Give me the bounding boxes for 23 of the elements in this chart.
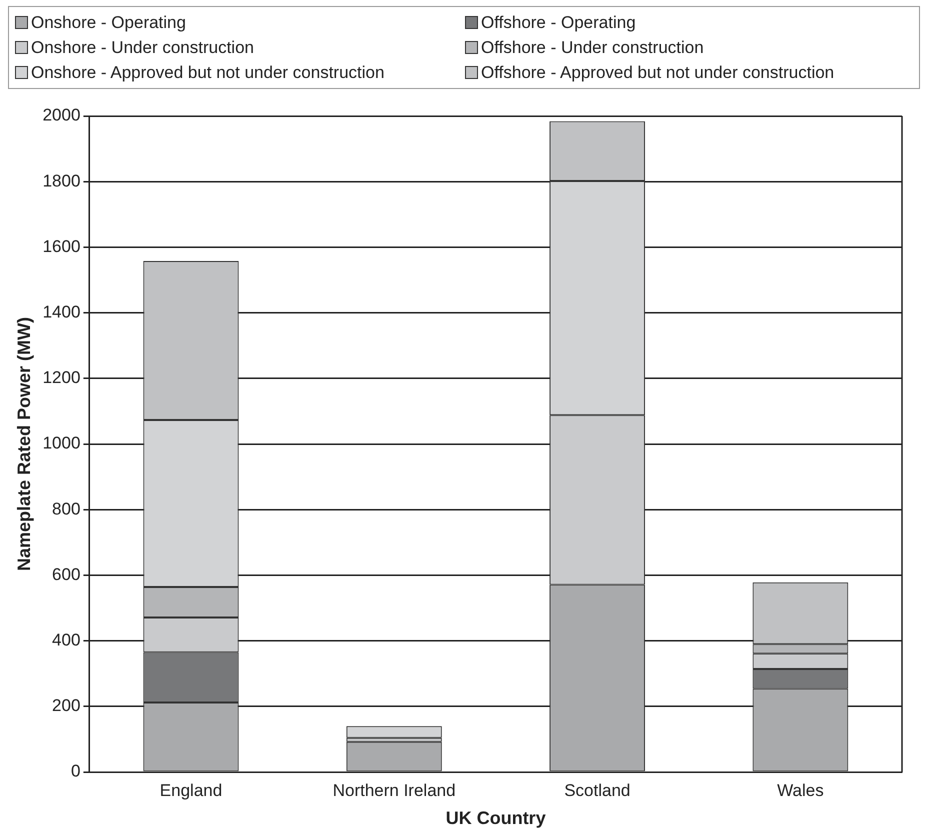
y-tick-label: 0 bbox=[70, 762, 80, 781]
y-axis-title: Nameplate Rated Power (MW) bbox=[14, 316, 34, 572]
y-tick-label: 2000 bbox=[42, 106, 80, 125]
y-tick-label: 400 bbox=[52, 630, 80, 650]
legend-label: Offshore - Under construction bbox=[481, 38, 704, 58]
x-tick-label: Wales bbox=[777, 780, 824, 800]
legend-label: Onshore - Approved but not under construction bbox=[31, 62, 384, 82]
y-tick-label: 800 bbox=[52, 499, 80, 518]
y-tick-label: 1800 bbox=[42, 171, 80, 190]
y-tick-label: 1200 bbox=[42, 368, 80, 388]
y-tick-label: 1600 bbox=[42, 236, 80, 256]
legend-label: Offshore - Approved but not under construction bbox=[481, 62, 834, 82]
legend-label: Onshore - Operating bbox=[31, 12, 186, 32]
y-tick-label: 1400 bbox=[42, 302, 80, 322]
x-tick-label: England bbox=[160, 780, 222, 800]
x-tick-label: Scotland bbox=[564, 780, 630, 800]
legend-label: Offshore - Operating bbox=[481, 12, 636, 32]
x-tick-label: Northern Ireland bbox=[332, 780, 456, 800]
y-tick-label: 600 bbox=[52, 564, 80, 584]
y-tick-label: 1000 bbox=[42, 434, 80, 453]
y-tick-label: 200 bbox=[52, 696, 80, 716]
legend-label: Onshore - Under construction bbox=[31, 38, 254, 58]
x-axis-title: UK Country bbox=[446, 808, 546, 828]
